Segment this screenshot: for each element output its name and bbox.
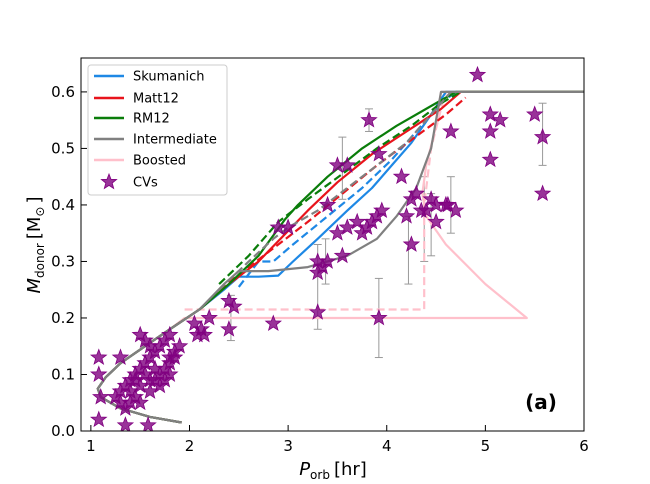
- x-axis-label: Porb [hr]: [299, 459, 367, 482]
- legend-swatch-cvs: [100, 172, 118, 190]
- cv-point: [407, 184, 425, 202]
- y-tick-label: 0.4: [51, 196, 75, 214]
- cv-point: [533, 184, 552, 202]
- cv-point: [225, 297, 243, 315]
- cv-point: [481, 122, 499, 139]
- x-tick-label: 6: [579, 437, 589, 455]
- cv-point: [402, 235, 421, 252]
- x-tick-label: 4: [382, 437, 392, 455]
- y-axis-label: Mdonor[M⊙]: [24, 196, 47, 293]
- series-line-intermediate-dashed: [218, 91, 452, 291]
- cv-point: [121, 393, 139, 411]
- y-tick-label: 0.0: [51, 422, 75, 440]
- cv-point: [481, 105, 499, 122]
- cv-point: [397, 207, 416, 224]
- cv-point: [468, 65, 487, 83]
- cv-point: [111, 382, 130, 399]
- cv-point: [392, 167, 411, 185]
- cv-point: [338, 156, 356, 173]
- series-line-matt12-dashed: [218, 96, 467, 291]
- cv-point: [220, 320, 238, 337]
- legend-entries: Skumanich Matt12 RM12 Intermediate Boosted CV…: [94, 70, 217, 191]
- x-tick-label: 1: [86, 437, 96, 455]
- cv-point: [491, 111, 509, 128]
- cv-points: [89, 65, 552, 431]
- cv-point: [141, 337, 159, 354]
- panel-label: (a): [525, 390, 557, 414]
- cv-point: [309, 303, 327, 320]
- series-line-boosted-dashed: [184, 91, 447, 311]
- cv-point: [279, 218, 297, 235]
- cv-point: [348, 212, 366, 230]
- cv-point: [370, 144, 388, 162]
- cv-point: [481, 150, 499, 168]
- cv-point: [318, 195, 337, 213]
- x-tick-label: 3: [283, 437, 293, 455]
- cv-point: [161, 325, 179, 343]
- legend: Skumanich Matt12 RM12 Intermediate Boosted CV…: [87, 64, 228, 196]
- cv-point: [116, 416, 135, 431]
- plot-frame: [80, 57, 585, 432]
- cv-point: [439, 195, 457, 213]
- axes: 1 2 3 4 5 6 0.0 0.1 0.2 0.3 0.4 0.5 0.6: [51, 83, 589, 455]
- y-tick-label: 0.3: [51, 252, 75, 270]
- y-tick-label: 0.2: [51, 309, 75, 327]
- cv-point: [111, 348, 130, 365]
- y-tick-label: 0.5: [51, 139, 75, 157]
- cv-point: [139, 416, 157, 431]
- legend-label-intermediate: Intermediate: [133, 133, 217, 148]
- y-tick-label: 0.6: [51, 83, 75, 101]
- cv-point: [89, 365, 108, 382]
- cv-point: [146, 359, 164, 377]
- cv-point: [360, 111, 378, 128]
- x-tick-label: 2: [185, 437, 195, 455]
- cv-point: [195, 325, 213, 343]
- cv-point: [318, 252, 337, 269]
- cv-point: [92, 387, 110, 405]
- legend-label-boosted: Boosted: [133, 154, 186, 169]
- cv-point: [427, 212, 445, 230]
- legend-label-cvs: CVs: [133, 176, 158, 191]
- cv-point: [141, 382, 159, 399]
- cv-point: [264, 314, 282, 332]
- legend-label-rm12: RM12: [133, 112, 170, 127]
- x-tick-label: 5: [481, 437, 491, 455]
- cv-point: [533, 127, 552, 145]
- legend-label-matt12: Matt12: [133, 92, 179, 107]
- legend-label-skumanich: Skumanich: [133, 70, 205, 85]
- cv-point: [89, 410, 108, 428]
- cv-point: [442, 122, 460, 139]
- cv-point: [333, 246, 352, 264]
- cv-point: [370, 308, 388, 326]
- cv-point: [90, 348, 108, 365]
- cv-point: [156, 370, 174, 388]
- cv-point: [373, 201, 391, 219]
- cv-point: [200, 308, 218, 326]
- cv-point: [161, 348, 179, 365]
- cv-point: [309, 263, 327, 281]
- y-tick-label: 0.1: [51, 365, 75, 383]
- series-line-rm12-dashed: [218, 90, 462, 285]
- cv-point: [526, 105, 544, 122]
